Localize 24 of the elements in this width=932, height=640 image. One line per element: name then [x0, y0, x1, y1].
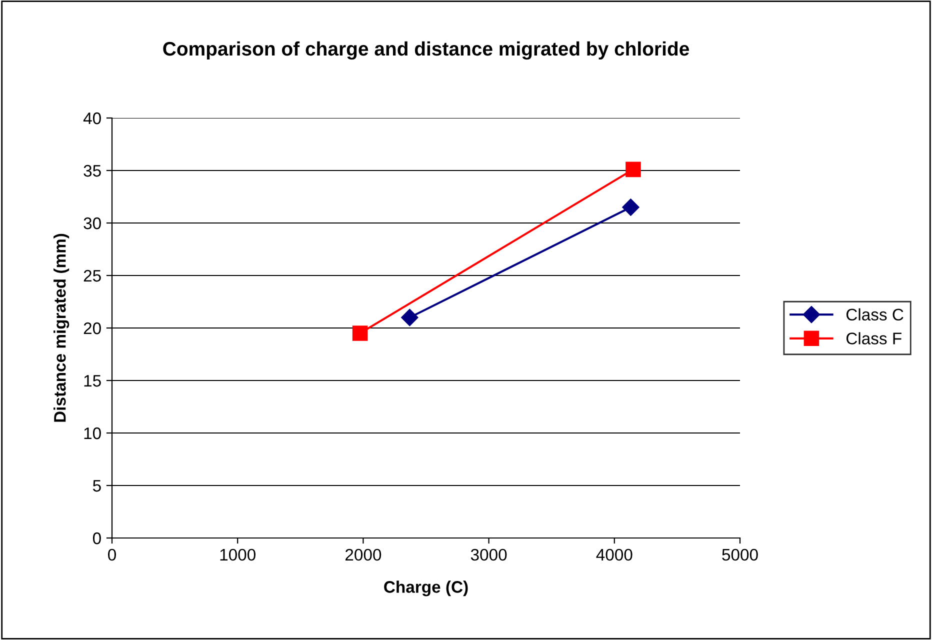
y-tick-label: 25 — [84, 270, 101, 282]
y-axis-title: Distance migrated (mm) — [54, 234, 70, 422]
x-tick-label: 3000 — [470, 548, 507, 561]
x-tick-label: 2000 — [346, 548, 382, 561]
y-tick-label: 35 — [84, 164, 101, 177]
x-tick-label: 4000 — [596, 548, 632, 561]
chart-title: Comparison of charge and distance migrated by chloride — [163, 41, 689, 60]
point — [352, 326, 368, 341]
y-tick-label: 5 — [92, 480, 101, 492]
point — [626, 162, 641, 178]
legend-label: Class F — [846, 332, 902, 344]
y-tick-label: 0 — [92, 532, 101, 544]
x-axis-title: Charge (C) — [384, 580, 468, 596]
x-tick-label: 5000 — [722, 548, 758, 561]
y-tick-label: 40 — [83, 112, 101, 124]
legend-label: Class C — [846, 308, 904, 321]
y-tick-label: 10 — [84, 427, 101, 440]
point — [622, 198, 640, 216]
y-tick-label: 20 — [84, 322, 101, 334]
y-tick-label: 30 — [84, 217, 101, 230]
x-tick-label: 1000 — [220, 548, 256, 561]
point — [401, 308, 418, 326]
x-tick-label: 0 — [108, 548, 116, 561]
y-tick-label: 15 — [84, 375, 101, 387]
